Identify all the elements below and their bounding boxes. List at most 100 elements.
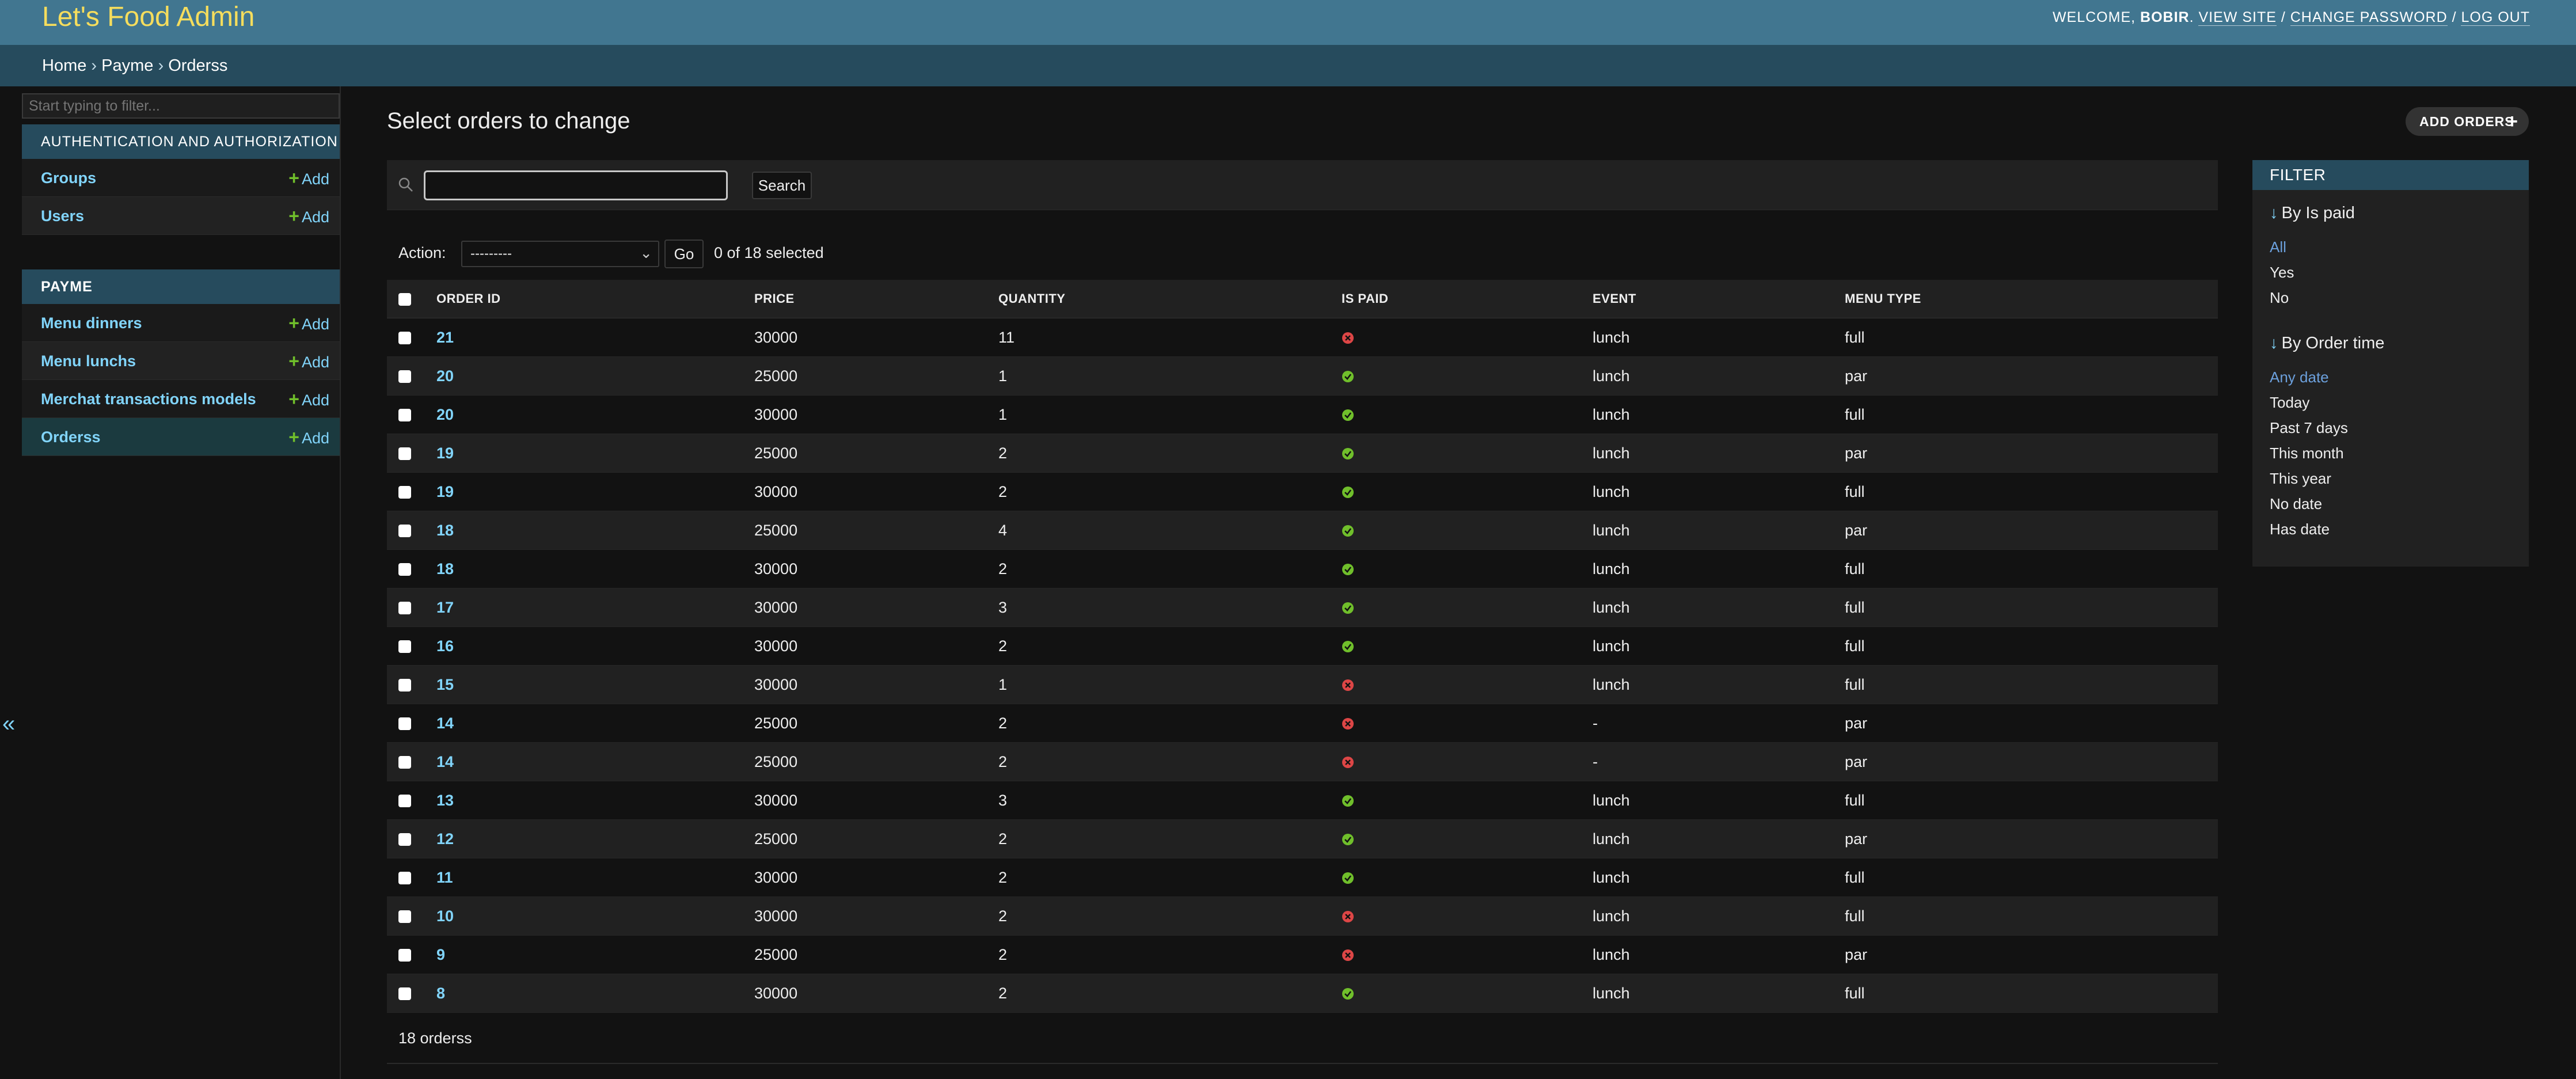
search-icon: [398, 177, 413, 192]
table-row: 11 30000 2 lunch full: [387, 858, 2218, 897]
row-checkbox[interactable]: [398, 409, 411, 422]
column-header-is-paid[interactable]: Is paid: [1342, 280, 1593, 318]
add-orderss-link[interactable]: + Add: [288, 427, 329, 447]
sidebar-item-menu-lunchs-link[interactable]: Menu lunchs: [41, 352, 136, 370]
add-menu-dinners-link[interactable]: + Add: [288, 313, 329, 333]
order-id-link[interactable]: 14: [436, 753, 454, 770]
order-id-link[interactable]: 10: [436, 907, 454, 925]
breadcrumb-home[interactable]: Home: [42, 56, 87, 75]
order-id-link[interactable]: 11: [436, 868, 453, 886]
action-label: Action:: [398, 244, 446, 261]
sidebar-item-merchat-transactions-link[interactable]: Merchat transactions models: [41, 390, 256, 408]
table-row: 18 30000 2 lunch full: [387, 549, 2218, 588]
order-id-link[interactable]: 20: [436, 367, 454, 385]
is-paid-cell: [1342, 665, 1593, 704]
row-checkbox[interactable]: [398, 756, 411, 769]
site-name[interactable]: Let's Food Admin: [42, 2, 255, 32]
row-checkbox[interactable]: [398, 949, 411, 962]
filter-option-this-month[interactable]: This month: [2270, 444, 2344, 462]
row-checkbox[interactable]: [398, 717, 411, 731]
order-id-cell: 8: [436, 974, 754, 1013]
order-id-link[interactable]: 9: [436, 945, 446, 963]
row-checkbox[interactable]: [398, 525, 411, 538]
is-paid-cell: [1342, 549, 1593, 588]
add-menu-lunchs-link[interactable]: + Add: [288, 351, 329, 371]
add-orders-button[interactable]: Add orders +: [2406, 107, 2529, 136]
row-checkbox[interactable]: [398, 602, 411, 615]
module-caption-payme[interactable]: Payme: [22, 269, 340, 304]
add-merchat-transactions-link[interactable]: + Add: [288, 389, 329, 409]
event-cell: lunch: [1593, 318, 1845, 357]
order-id-link[interactable]: 16: [436, 637, 454, 655]
go-button[interactable]: Go: [664, 240, 704, 268]
sidebar-collapse-toggle[interactable]: «: [2, 711, 16, 736]
row-checkbox[interactable]: [398, 872, 411, 885]
search-input[interactable]: [424, 170, 728, 200]
row-checkbox[interactable]: [398, 910, 411, 924]
order-id-link[interactable]: 17: [436, 598, 454, 616]
row-checkbox[interactable]: [398, 370, 411, 383]
row-checkbox[interactable]: [398, 679, 411, 692]
sidebar-filter-input[interactable]: [22, 93, 340, 119]
add-groups-link[interactable]: + Add: [288, 168, 329, 188]
search-button[interactable]: Search: [752, 172, 812, 199]
sidebar-item-menu-dinners-link[interactable]: Menu dinners: [41, 314, 142, 332]
order-id-link[interactable]: 8: [436, 984, 446, 1002]
table-row: 20 25000 1 lunch par: [387, 356, 2218, 396]
column-header-price[interactable]: Price: [754, 280, 998, 318]
order-id-link[interactable]: 18: [436, 560, 454, 578]
filter-option-this-year[interactable]: This year: [2270, 470, 2331, 487]
filter-option-any-date[interactable]: Any date: [2270, 368, 2329, 386]
sidebar-item-groups-link[interactable]: Groups: [41, 169, 97, 187]
filter-option-has-date[interactable]: Has date: [2270, 520, 2330, 538]
filter-option-yes[interactable]: Yes: [2270, 264, 2294, 281]
filter-option-no-date[interactable]: No date: [2270, 495, 2323, 512]
order-id-cell: 13: [436, 781, 754, 820]
change-password-link[interactable]: Change password: [2290, 9, 2448, 26]
row-checkbox[interactable]: [398, 987, 411, 1001]
row-checkbox[interactable]: [398, 447, 411, 461]
order-id-link[interactable]: 19: [436, 444, 454, 462]
order-id-link[interactable]: 14: [436, 714, 454, 732]
column-header-order-id[interactable]: Order id: [436, 280, 754, 318]
column-header-event[interactable]: Event: [1593, 280, 1845, 318]
row-select-cell: [387, 626, 436, 666]
filter-option-today[interactable]: Today: [2270, 394, 2310, 411]
page-title: Select orders to change: [387, 108, 630, 134]
sidebar-item-orderss-link[interactable]: Orderss: [41, 428, 101, 446]
filter-option-all[interactable]: All: [2270, 238, 2286, 256]
select-all-checkbox[interactable]: [398, 293, 411, 306]
column-header-menu-type[interactable]: Menu type: [1845, 280, 2218, 318]
order-id-link[interactable]: 18: [436, 521, 454, 539]
row-checkbox[interactable]: [398, 563, 411, 576]
column-header-quantity[interactable]: Quantity: [998, 280, 1342, 318]
menu-type-cell: full: [1845, 318, 2218, 357]
sidebar-item-users-link[interactable]: Users: [41, 207, 85, 225]
row-checkbox[interactable]: [398, 332, 411, 345]
row-checkbox[interactable]: [398, 795, 411, 808]
add-users-link[interactable]: + Add: [288, 206, 329, 226]
order-id-link[interactable]: 20: [436, 405, 454, 423]
order-id-link[interactable]: 21: [436, 328, 454, 346]
order-id-link[interactable]: 19: [436, 482, 454, 500]
order-id-link[interactable]: 15: [436, 675, 454, 693]
filter-option-past-7-days[interactable]: Past 7 days: [2270, 419, 2348, 436]
row-checkbox[interactable]: [398, 640, 411, 654]
order-id-link[interactable]: 13: [436, 791, 454, 809]
menu-type-cell: full: [1845, 665, 2218, 704]
row-checkbox[interactable]: [398, 486, 411, 499]
filter-option-no[interactable]: No: [2270, 289, 2289, 306]
order-id-link[interactable]: 12: [436, 830, 454, 848]
price-cell: 25000: [754, 704, 998, 743]
log-out-link[interactable]: Log out: [2461, 9, 2530, 26]
row-checkbox[interactable]: [398, 833, 411, 846]
view-site-link[interactable]: View site: [2198, 9, 2277, 26]
module-caption-auth[interactable]: Authentication and Authorization: [22, 124, 340, 159]
breadcrumb-app[interactable]: Payme: [101, 56, 154, 75]
menu-type-cell: full: [1845, 549, 2218, 588]
check-circle-icon: [1342, 564, 1354, 576]
price-cell: 30000: [754, 395, 998, 434]
action-select[interactable]: --------- ⌄: [461, 241, 659, 267]
row-select-cell: [387, 704, 436, 743]
is-paid-cell: [1342, 356, 1593, 396]
